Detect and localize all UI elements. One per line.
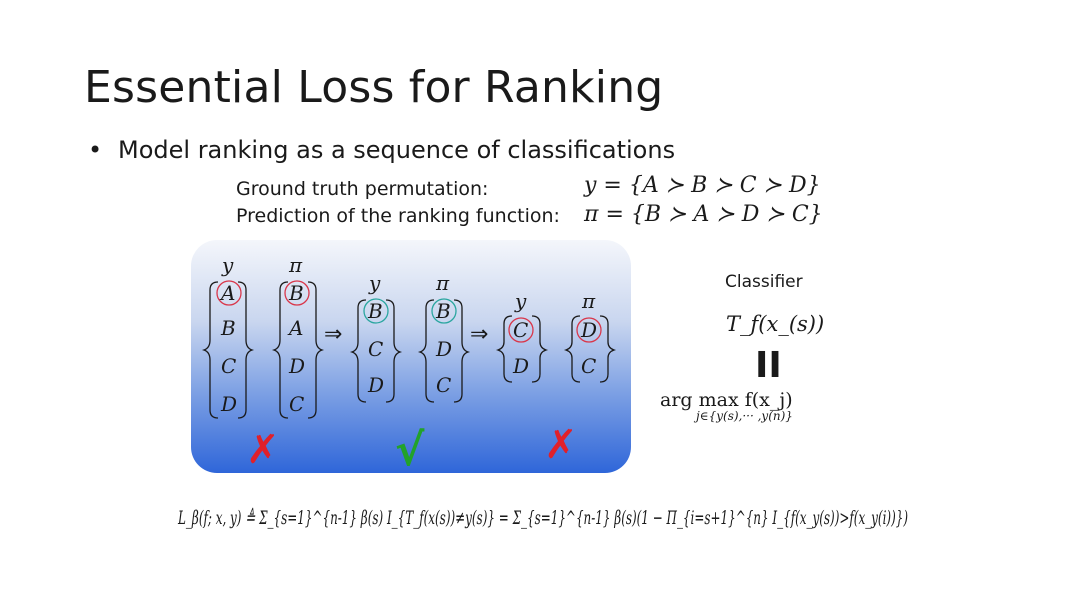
step2-pi-item: C [436,373,451,397]
step2-y-item: D [367,373,384,397]
bullet-item: • Model ranking as a sequence of classifi… [88,136,675,164]
step2-pi-circle [431,298,457,324]
ground-truth-label: Ground truth permutation: [236,178,489,200]
step3-y-item: D [512,354,529,378]
wrong-mark-icon: ✗ [246,427,280,473]
step2-pi-header: π [435,271,450,295]
classifier-expression: T_f(x_(s)) II arg max f(x_j) j∈{y(s),···… [660,312,824,423]
prediction-equation: π = {B ≻ A ≻ D ≻ C} [584,202,823,227]
loss-formula-text: L_β(f; x, y) ≜ Σ_{s=1}^{n-1} β(s) I_{T_f… [177,507,908,529]
step-3: y π C D D C [495,289,617,383]
bullet-text: Model ranking as a sequence of classific… [118,136,676,164]
step2-y-circle [363,298,389,324]
classifier-formula: T_f(x_(s)) [726,312,824,336]
arrow-1: ⇒ [324,322,342,347]
prediction-label: Prediction of the ranking function: [236,205,560,227]
step1-pi-item: D [288,354,305,378]
ground-truth-equation: y = {A ≻ B ≻ C ≻ D} [584,173,821,198]
step-1: y π A B C D B A D C [201,253,325,419]
step1-y-item: B [220,316,236,340]
loss-formula: L_β(f; x, y) ≜ Σ_{s=1}^{n-1} β(s) I_{T_f… [177,507,908,529]
step3-y-header: y [514,289,527,313]
equals-symbol: II [755,345,782,386]
step2-pi-item: B [435,299,451,323]
step1-y-circle [216,280,242,306]
step3-pi-circle [576,317,602,343]
step1-y-item: A [219,281,235,305]
step1-y-item: C [221,354,236,378]
wrong-mark-icon: ✗ [544,422,578,468]
check-mark-icon: √ [395,425,425,476]
step2-pi-item: D [435,337,452,361]
step3-y-item: C [513,318,528,342]
classification-steps-panel [191,240,631,473]
step1-pi-circle [284,280,310,306]
step2-y-item: C [368,337,383,361]
classifier-label: Classifier [725,272,803,292]
arrow-2: ⇒ [470,322,488,347]
step3-y-circle [508,317,534,343]
step-2: y π B C D B D C [349,271,471,403]
step1-pi-header: π [288,253,303,277]
argmax-expression: arg max f(x_j) [660,389,793,411]
step1-pi-item: B [288,281,304,305]
argmax-subscript: j∈{y(s),··· ,y(n)} [693,409,793,423]
step1-pi-item: A [287,316,303,340]
step1-pi-item: C [289,392,304,416]
step2-y-item: B [367,299,383,323]
step3-pi-item: D [580,318,597,342]
step1-y-item: D [220,392,237,416]
step2-y-header: y [368,271,381,295]
step3-pi-item: C [581,354,596,378]
bullet-dot: • [88,136,103,164]
step1-y-header: y [221,253,234,277]
step3-pi-header: π [581,289,596,313]
slide-title: Essential Loss for Ranking [84,62,664,113]
